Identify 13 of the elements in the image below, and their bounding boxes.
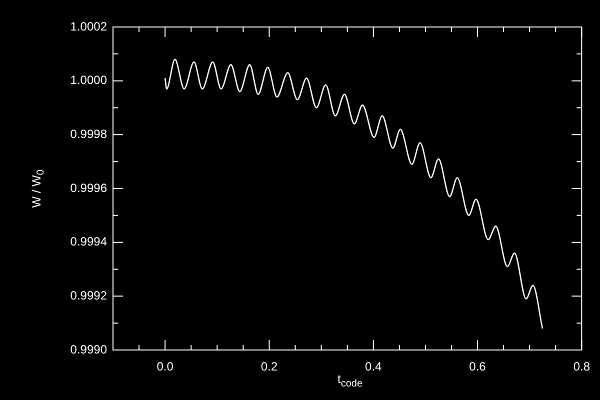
y-tick-label: 0.9998 <box>70 126 108 141</box>
x-tick-label: 0.8 <box>573 360 590 374</box>
x-tick-label: 0.6 <box>469 360 486 374</box>
x-tick-label: 0.4 <box>365 360 382 374</box>
x-axis-title: t$_{code}$ <box>336 372 364 390</box>
y-tick-label: 0.9996 <box>70 180 108 195</box>
x-tick-label: 0.0 <box>156 360 174 374</box>
y-tick-label: 1.0002 <box>70 19 108 34</box>
y-tick-label: 0.9990 <box>70 342 108 356</box>
y-tick-label: 1.0000 <box>70 73 108 88</box>
y-tick-label: 0.9994 <box>70 234 108 249</box>
x-tick-label: 0.2 <box>260 360 278 374</box>
y-tick-label: 0.9992 <box>70 288 108 302</box>
